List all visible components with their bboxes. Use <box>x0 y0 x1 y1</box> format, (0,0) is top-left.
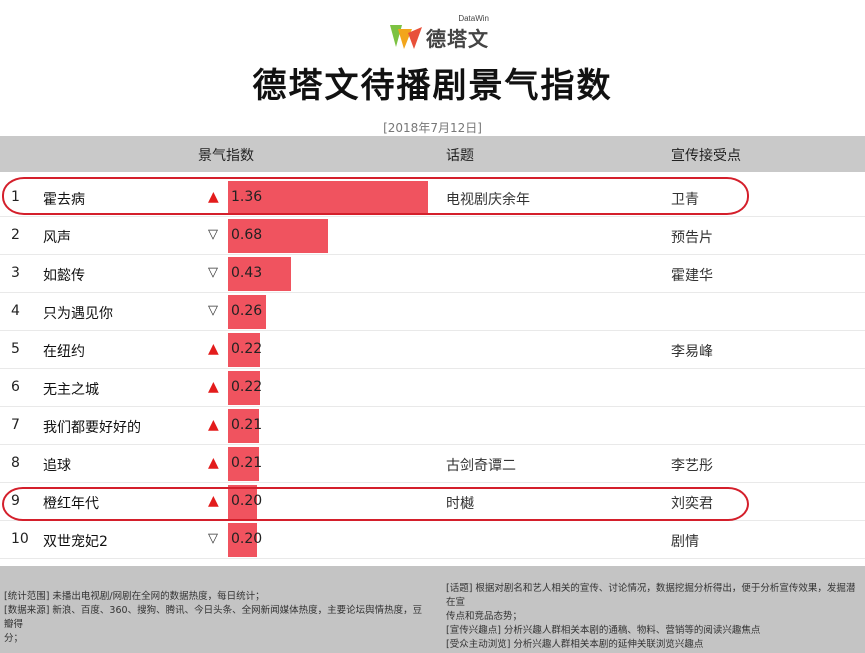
trend-up-icon: ▲ <box>208 189 219 205</box>
highlight-ellipse-row-1 <box>2 177 749 215</box>
header-index: 景气指数 <box>198 148 254 164</box>
report-date: [2018年7月12日] <box>383 121 482 135</box>
promo-cell: 霍建华 <box>671 268 713 284</box>
index-bar <box>228 181 428 215</box>
rank-number: 10 <box>11 531 29 547</box>
index-value-label: 0.22 <box>231 379 263 395</box>
row-divider <box>0 444 865 445</box>
topic-cell: 时樾 <box>446 496 474 512</box>
footer-line: [统计范围] 未播出电视剧/网剧在全网的数据热度，每日统计； <box>4 591 265 602</box>
trend-up-icon: ▲ <box>208 493 219 509</box>
rank-number: 3 <box>11 265 20 281</box>
promo-cell: 李艺彤 <box>671 458 713 474</box>
row-divider <box>0 254 865 255</box>
table-header: 景气指数 话题 宣传接受点 <box>0 136 865 172</box>
index-bar <box>228 485 258 519</box>
promo-cell: 卫青 <box>671 192 699 208</box>
trend-up-icon: ▲ <box>208 341 219 357</box>
table-row: 7 我们都要好好的 ▲ 0.21 <box>0 407 865 445</box>
drama-name: 在纽约 <box>43 344 85 360</box>
footer-notes: [统计范围] 未播出电视剧/网剧在全网的数据热度，每日统计； [数据来源] 新浪… <box>0 566 865 653</box>
rank-number: 8 <box>11 455 20 471</box>
table-row: 3 如懿传 ▽ 0.43 霍建华 <box>0 255 865 293</box>
row-divider <box>0 292 865 293</box>
header-topic: 话题 <box>446 148 474 164</box>
promo-cell: 剧情 <box>671 534 699 550</box>
topic-cell: 古剑奇谭二 <box>446 458 516 474</box>
trend-up-icon: ▲ <box>208 455 219 471</box>
footer-line: [宣传兴趣点] 分析兴趣人群相关本剧的通稿、物料、营销等的阅读兴趣焦点 <box>446 625 761 636</box>
drama-name: 风声 <box>43 230 71 246</box>
row-divider <box>0 216 865 217</box>
index-bar <box>228 257 292 291</box>
footer-line: [话题] 根据对剧名和艺人相关的宣传、讨论情况，数据挖掘分析得出，便于分析宣传效… <box>446 583 856 608</box>
index-bar <box>228 295 267 329</box>
index-value-label: 0.26 <box>231 303 263 319</box>
rank-number: 7 <box>11 417 20 433</box>
highlight-ellipse-row-9 <box>2 487 749 521</box>
index-value-label: 0.20 <box>231 531 263 547</box>
index-value-label: 0.20 <box>231 493 263 509</box>
index-value-label: 0.21 <box>231 455 263 471</box>
row-divider <box>0 482 865 483</box>
index-value-label: 0.43 <box>231 265 263 281</box>
footer-left: [统计范围] 未播出电视剧/网剧在全网的数据热度，每日统计； [数据来源] 新浪… <box>4 590 424 646</box>
drama-name: 只为遇见你 <box>43 306 113 322</box>
topic-cell: 电视剧庆余年 <box>446 192 530 208</box>
drama-name: 橙红年代 <box>43 496 99 512</box>
index-value-label: 0.21 <box>231 417 263 433</box>
table-row: 2 风声 ▽ 0.68 预告片 <box>0 217 865 255</box>
table-row: 4 只为遇见你 ▽ 0.26 <box>0 293 865 331</box>
index-value-label: 0.68 <box>231 227 263 243</box>
header-promo: 宣传接受点 <box>671 148 741 164</box>
page-title: 德塔文待播剧景气指数 <box>252 66 613 106</box>
drama-name: 霍去病 <box>43 192 85 208</box>
row-divider <box>0 330 865 331</box>
rank-number: 2 <box>11 227 20 243</box>
trend-up-icon: ▲ <box>208 417 219 433</box>
drama-name: 双世宠妃2 <box>43 534 108 550</box>
footer-line: 传点和竞品态势； <box>446 611 523 622</box>
drama-name: 如懿传 <box>43 268 85 284</box>
table-row: 6 无主之城 ▲ 0.22 <box>0 369 865 407</box>
table-row: 10 双世宠妃2 ▽ 0.20 剧情 <box>0 521 865 559</box>
table-row: 8 追球 ▲ 0.21 古剑奇谭二 李艺彤 <box>0 445 865 483</box>
index-value-label: 1.36 <box>231 189 263 205</box>
index-bar <box>228 333 261 367</box>
index-bar <box>228 219 328 253</box>
footer-line: [数据来源] 新浪、百度、360、搜狗、腾讯、今日头条、全网新闻媒体热度，主要论… <box>4 605 423 630</box>
footer-line: [受众主动浏览] 分析兴趣人群相关本剧的延伸关联浏览兴趣点 <box>446 639 704 650</box>
table-row: 1 霍去病 ▲ 1.36 电视剧庆余年 卫青 <box>0 179 865 217</box>
footer-right: [话题] 根据对剧名和艺人相关的宣传、讨论情况，数据挖掘分析得出，便于分析宣传效… <box>446 582 861 652</box>
index-bar <box>228 409 259 443</box>
footer-line: 分； <box>4 633 24 644</box>
trend-up-icon: ▲ <box>208 379 219 395</box>
index-bar <box>228 447 259 481</box>
index-bar <box>228 371 261 405</box>
row-divider <box>0 368 865 369</box>
rank-number: 6 <box>11 379 20 395</box>
drama-name: 无主之城 <box>43 382 99 398</box>
logo-subtext: DataWin <box>458 13 489 23</box>
datawin-logo: DataWin 德塔文 <box>388 14 489 54</box>
trend-down-icon: ▽ <box>208 303 218 318</box>
index-value-label: 0.22 <box>231 341 263 357</box>
rank-number: 4 <box>11 303 20 319</box>
rank-number: 5 <box>11 341 20 357</box>
promo-cell: 预告片 <box>671 230 713 246</box>
drama-name: 我们都要好好的 <box>43 420 141 436</box>
promo-cell: 李易峰 <box>671 344 713 360</box>
row-divider <box>0 558 865 559</box>
trend-down-icon: ▽ <box>208 227 218 242</box>
trend-down-icon: ▽ <box>208 531 218 546</box>
trend-down-icon: ▽ <box>208 265 218 280</box>
drama-name: 追球 <box>43 458 71 474</box>
row-divider <box>0 406 865 407</box>
logo-mark-icon <box>390 25 422 49</box>
table-row: 5 在纽约 ▲ 0.22 李易峰 <box>0 331 865 369</box>
promo-cell: 刘奕君 <box>671 496 713 512</box>
logo-text: 德塔文 <box>426 26 489 51</box>
index-bar <box>228 523 258 557</box>
